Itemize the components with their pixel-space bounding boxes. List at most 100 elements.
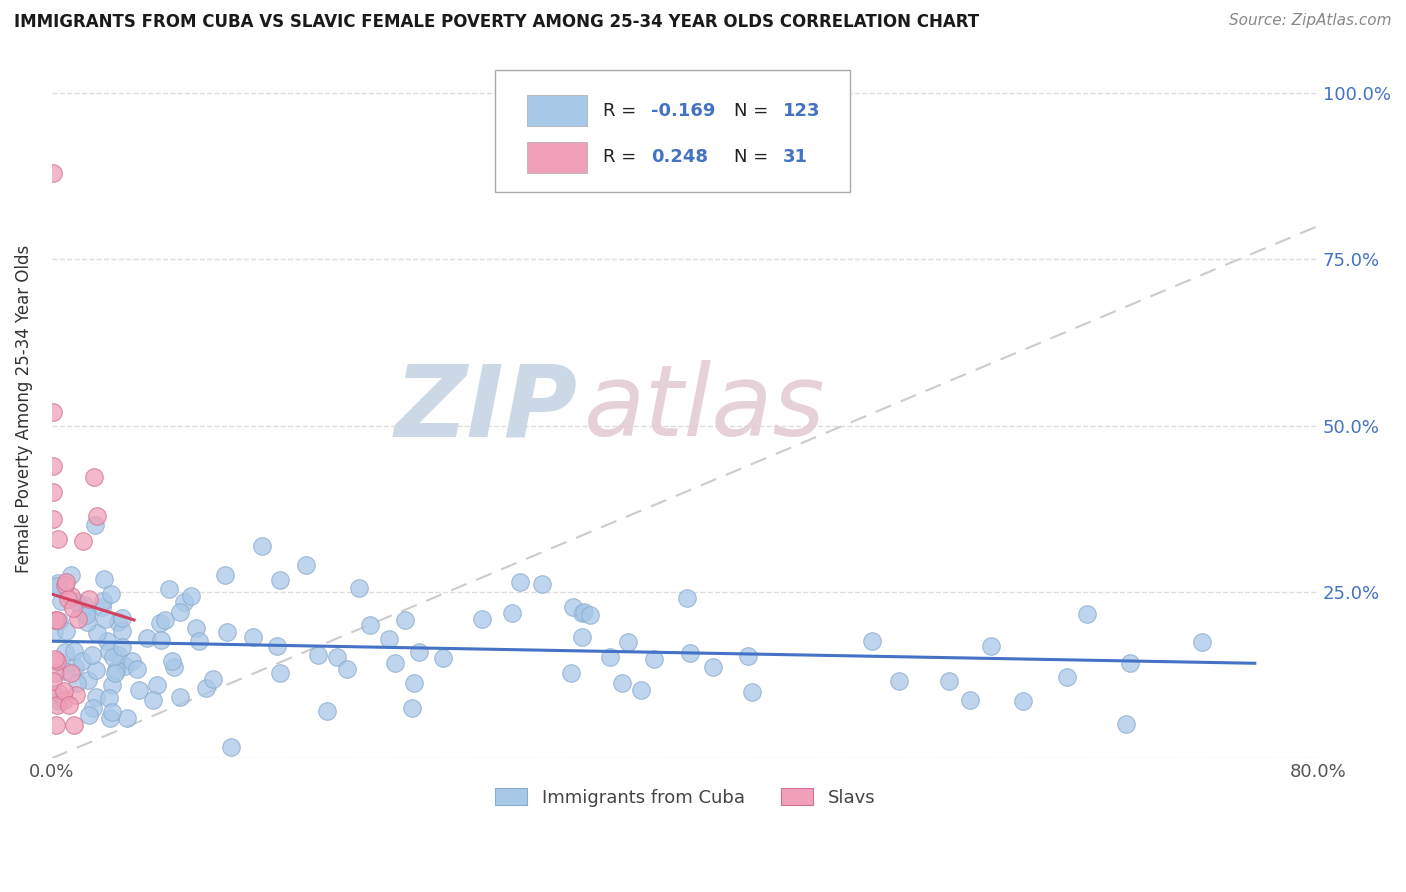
Text: atlas: atlas bbox=[583, 360, 825, 458]
Point bbox=[214, 568, 236, 582]
Point bbox=[55, 624, 77, 638]
Point bbox=[117, 711, 139, 725]
Point bbox=[325, 650, 347, 665]
Point bbox=[96, 634, 118, 648]
Point bbox=[384, 656, 406, 670]
Point bbox=[79, 592, 101, 607]
Text: 0.248: 0.248 bbox=[651, 148, 707, 167]
Point bbox=[860, 634, 883, 648]
Point bbox=[316, 704, 339, 718]
Bar bbox=[527, 95, 588, 127]
Point bbox=[59, 568, 82, 582]
Point bbox=[42, 405, 65, 419]
Point bbox=[101, 706, 124, 720]
Point bbox=[70, 603, 93, 617]
Point bbox=[44, 652, 66, 666]
Point bbox=[142, 693, 165, 707]
Text: N =: N = bbox=[734, 102, 775, 120]
Point bbox=[83, 470, 105, 484]
Point bbox=[72, 534, 94, 549]
Point bbox=[48, 686, 70, 700]
Point bbox=[62, 718, 84, 732]
Point bbox=[408, 645, 430, 659]
Point bbox=[100, 587, 122, 601]
Text: R =: R = bbox=[603, 148, 641, 167]
Point bbox=[269, 574, 291, 588]
Text: 123: 123 bbox=[783, 102, 820, 120]
Point bbox=[98, 711, 121, 725]
Point bbox=[125, 662, 148, 676]
Point bbox=[404, 676, 426, 690]
Point bbox=[84, 690, 107, 704]
Point bbox=[959, 693, 981, 707]
Point bbox=[180, 589, 202, 603]
Point bbox=[572, 605, 595, 619]
Point bbox=[1056, 670, 1078, 684]
Point bbox=[571, 606, 593, 620]
Point bbox=[46, 576, 69, 591]
Text: R =: R = bbox=[603, 102, 641, 120]
Point bbox=[610, 675, 633, 690]
Point bbox=[100, 678, 122, 692]
Point bbox=[75, 607, 97, 622]
Point bbox=[66, 612, 89, 626]
Point bbox=[86, 509, 108, 524]
Point bbox=[45, 698, 67, 713]
Point bbox=[46, 532, 69, 546]
Point bbox=[509, 575, 531, 590]
Point bbox=[530, 577, 553, 591]
Point bbox=[980, 640, 1002, 654]
Point bbox=[679, 646, 702, 660]
Legend: Immigrants from Cuba, Slavs: Immigrants from Cuba, Slavs bbox=[485, 780, 884, 815]
Point bbox=[643, 652, 665, 666]
Point bbox=[86, 626, 108, 640]
Point bbox=[121, 654, 143, 668]
Point bbox=[45, 579, 67, 593]
Point bbox=[676, 591, 699, 605]
Point bbox=[58, 698, 80, 713]
Point bbox=[46, 654, 69, 668]
Point bbox=[1076, 607, 1098, 621]
Point bbox=[53, 578, 76, 592]
Point bbox=[53, 684, 76, 698]
Point bbox=[91, 600, 114, 615]
Point bbox=[62, 600, 84, 615]
Point bbox=[242, 630, 264, 644]
Text: -0.169: -0.169 bbox=[651, 102, 716, 120]
Point bbox=[938, 673, 960, 688]
Point bbox=[163, 660, 186, 674]
Point bbox=[48, 694, 70, 708]
Point bbox=[76, 673, 98, 688]
Point bbox=[103, 650, 125, 665]
Point bbox=[107, 648, 129, 662]
Point bbox=[53, 645, 76, 659]
Point bbox=[741, 685, 763, 699]
Point bbox=[107, 615, 129, 630]
Point bbox=[215, 625, 238, 640]
Point bbox=[630, 683, 652, 698]
Point bbox=[42, 166, 65, 180]
Point bbox=[93, 612, 115, 626]
Point bbox=[188, 634, 211, 648]
Point bbox=[59, 589, 82, 603]
Text: ZIP: ZIP bbox=[394, 360, 578, 458]
Point bbox=[401, 701, 423, 715]
Point bbox=[501, 607, 523, 621]
Text: IMMIGRANTS FROM CUBA VS SLAVIC FEMALE POVERTY AMONG 25-34 YEAR OLDS CORRELATION : IMMIGRANTS FROM CUBA VS SLAVIC FEMALE PO… bbox=[14, 13, 979, 31]
Point bbox=[111, 611, 134, 625]
Point bbox=[114, 659, 136, 673]
Point bbox=[55, 575, 77, 590]
Bar bbox=[527, 142, 588, 173]
Point bbox=[1119, 656, 1142, 670]
Point bbox=[93, 573, 115, 587]
Point bbox=[49, 594, 72, 608]
Point bbox=[56, 591, 79, 606]
Text: 31: 31 bbox=[783, 148, 807, 167]
Point bbox=[104, 663, 127, 677]
Point bbox=[149, 615, 172, 630]
Point bbox=[169, 690, 191, 704]
Point bbox=[571, 630, 593, 644]
Point bbox=[63, 660, 86, 674]
Point bbox=[84, 663, 107, 677]
Text: Source: ZipAtlas.com: Source: ZipAtlas.com bbox=[1229, 13, 1392, 29]
